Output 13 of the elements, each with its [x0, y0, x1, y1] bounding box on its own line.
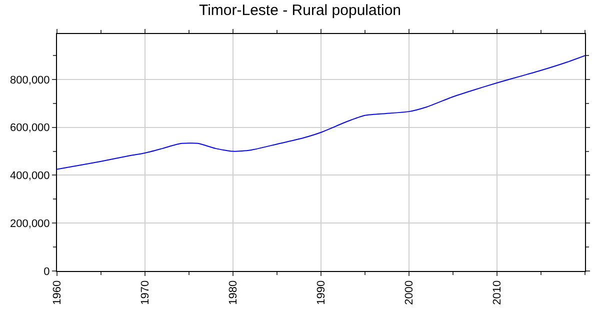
y-tick-label: 600,000 — [10, 122, 50, 134]
y-tick-label: 400,000 — [10, 170, 50, 182]
x-tick-label: 2010 — [492, 280, 504, 305]
y-tick-label: 0 — [44, 266, 50, 278]
line-series — [57, 55, 585, 170]
x-tick-label: 1970 — [140, 280, 152, 305]
x-tick-label: 1990 — [316, 280, 328, 305]
y-tick-label: 200,000 — [10, 218, 50, 230]
y-tick-label: 800,000 — [10, 74, 50, 86]
x-tick-label: 1960 — [52, 280, 64, 305]
x-tick-label: 1980 — [228, 280, 240, 305]
chart-title: Timor-Leste - Rural population — [198, 2, 402, 20]
x-tick-label: 2000 — [404, 280, 416, 305]
